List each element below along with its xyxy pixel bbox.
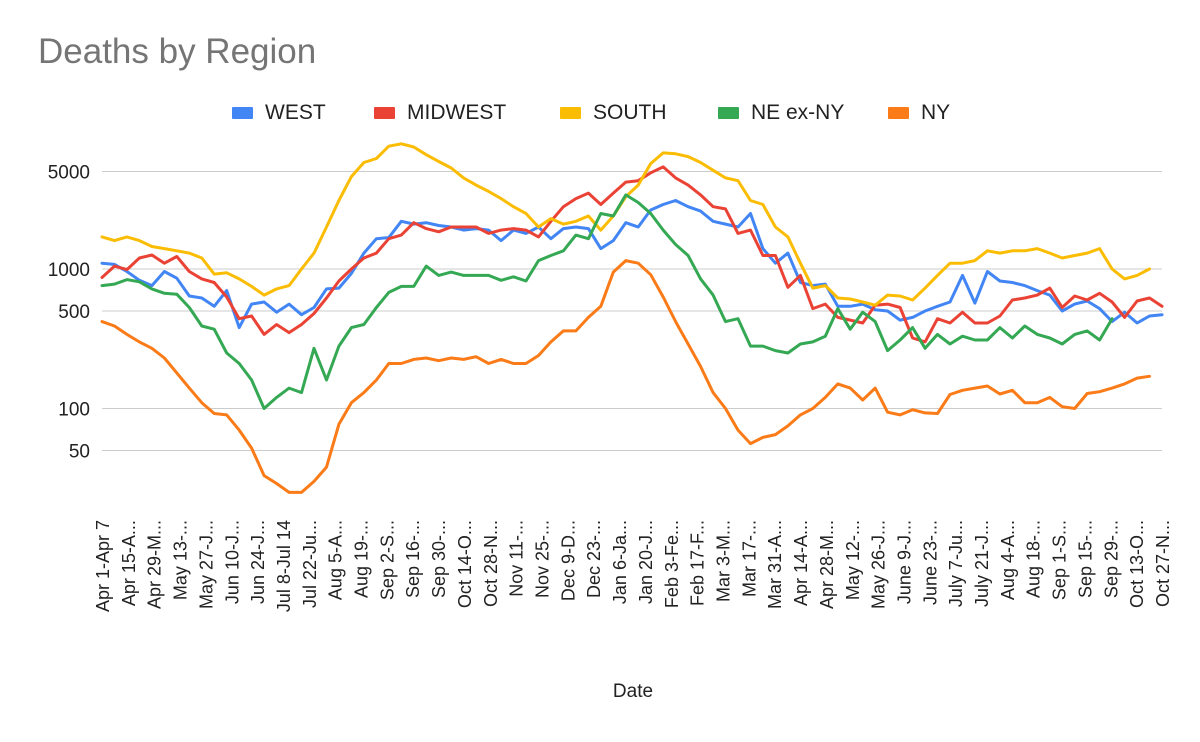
legend-swatch [718,107,739,119]
x-tick-label: June 9-J... [895,520,915,604]
legend-item: NE ex-NY [718,100,844,126]
x-tick-label: Aug 5-A... [326,520,346,600]
legend-label: MIDWEST [407,101,507,124]
x-tick-label: Aug 4-A... [998,520,1018,600]
chart-legend: WEST MIDWEST SOUTH NE ex-NY NY [0,100,1200,126]
legend-item: NY [888,100,950,126]
x-tick-label: Mar 31-A... [765,520,785,609]
x-tick-label: Oct 27-N... [1153,520,1173,607]
x-tick-label: Sep 29-... [1101,520,1121,598]
x-tick-label: Dec 23-... [584,520,604,598]
x-tick-label: Oct 13-O... [1127,520,1147,608]
x-tick-label: Nov 25-... [533,520,553,598]
x-tick-label: Sep 16-... [403,520,423,598]
x-tick-label: Apr 14-A... [791,520,811,606]
x-tick-label: Oct 14-O... [455,520,475,608]
x-tick-label: June 23-... [920,520,940,605]
x-tick-label: Sep 15-... [1075,520,1095,598]
x-tick-label: May 27-J... [196,520,216,609]
x-tick-label: Apr 15-A... [119,520,139,606]
legend-item: MIDWEST [374,100,506,126]
y-tick-label: 1000 [48,260,90,281]
x-tick-label: May 13-... [171,520,191,600]
x-tick-label: Jul 22-Ju... [300,520,320,608]
x-tick-label: Feb 17-F... [688,520,708,606]
x-tick-label: July 7-Ju... [946,520,966,607]
x-tick-label: Dec 9-D... [558,520,578,601]
x-tick-label: Jun 24-J... [248,520,268,604]
legend-label: SOUTH [593,101,667,124]
x-tick-label: Mar 17-... [739,520,759,597]
x-tick-label: Jun 10-J... [222,520,242,604]
x-tick-label: Apr 1-Apr 7 [93,520,113,612]
legend-label: NE ex-NY [751,101,845,124]
series-line-ny [100,259,1151,494]
x-tick-label: Jan 6-Ja... [610,520,630,604]
legend-label: WEST [265,101,326,124]
x-tick-label: Sep 2-S... [377,520,397,600]
legend-swatch [560,107,581,119]
y-tick-label: 5000 [48,163,90,184]
x-tick-label: Sep 1-S... [1050,520,1070,600]
x-tick-label: Oct 28-N... [481,520,501,607]
x-tick-label: July 21-J... [972,520,992,607]
x-tick-label: Jul 8-Jul 14 [274,520,294,612]
legend-label: NY [921,101,951,124]
x-tick-label: May 12-... [843,520,863,600]
series-line-midwest [100,165,1164,344]
x-tick-label: Sep 30-... [429,520,449,598]
legend-item: SOUTH [560,100,667,126]
x-tick-label: May 26-J... [869,520,889,609]
series-line-ne-ex-ny [100,193,1114,410]
chart-title: Deaths by Region [38,32,317,71]
y-tick-label: 50 [69,441,90,462]
x-tick-label: Apr 29-M... [145,520,165,609]
x-tick-label: Apr 28-M... [817,520,837,609]
y-tick-label: 500 [58,302,90,323]
x-tick-label: Mar 3-M... [714,520,734,602]
x-tick-label: Nov 11-... [507,520,527,597]
y-tick-label: 100 [58,399,90,420]
x-tick-label: Aug 19-... [352,520,372,598]
x-tick-label: Feb 3-Fe... [662,520,682,608]
series-line-west [100,199,1164,330]
x-tick-label: Jan 20-J... [636,520,656,604]
legend-swatch [888,107,909,119]
legend-swatch [232,107,253,119]
x-tick-label: Aug 18-... [1024,520,1044,598]
legend-item: WEST [232,100,326,126]
legend-swatch [374,107,395,119]
x-axis-label: Date [613,681,653,702]
